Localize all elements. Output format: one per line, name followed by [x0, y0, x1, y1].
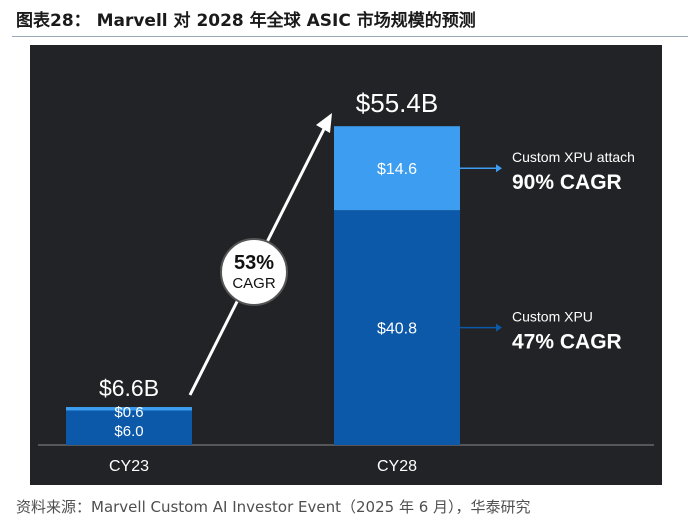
- figure-title: 图表28： Marvell 对 2028 年全球 ASIC 市场规模的预测: [16, 11, 476, 31]
- legend-cagr: 47% CAGR: [512, 331, 622, 354]
- bar-segment-custom-xpu-attach: [66, 407, 192, 411]
- chart-panel: $6.0 $0.6 $6.6B CY23 $40.8 $14.6 $55.4B CY28 53%…: [30, 45, 662, 485]
- figure-source: 资料来源：Marvell Custom AI Investor Event（20…: [16, 498, 531, 516]
- data-label-custom-xpu: $6.0: [114, 423, 143, 440]
- cagr-bubble: [220, 238, 288, 306]
- data-label-custom-xpu-attach: $14.6: [377, 161, 417, 178]
- data-label-custom-xpu: $40.8: [377, 321, 417, 338]
- bar-segment-custom-xpu-attach: [334, 126, 460, 211]
- category-label: CY23: [109, 458, 149, 475]
- bar-segment-custom-xpu: [334, 210, 460, 445]
- total-label: $6.6B: [99, 375, 159, 401]
- asic-market-chart: $6.0 $0.6 $6.6B CY23 $40.8 $14.6 $55.4B CY28 53%…: [38, 88, 654, 475]
- cagr-bubble-label: CAGR: [232, 275, 276, 292]
- legend-connector-marker: [496, 323, 502, 332]
- bar-segment-custom-xpu: [66, 410, 192, 445]
- legend-connector-marker: [496, 164, 502, 173]
- title-divider: [12, 36, 688, 37]
- cagr-bubble-value: 53%: [234, 252, 274, 274]
- total-label: $55.4B: [356, 88, 438, 118]
- legend-label: Custom XPU attach: [512, 149, 635, 165]
- legend-cagr: 90% CAGR: [512, 171, 622, 194]
- data-label-custom-xpu-attach: $0.6: [114, 404, 143, 421]
- growth-arrow-head: [316, 113, 332, 133]
- category-label: CY28: [377, 458, 417, 475]
- legend-label: Custom XPU: [512, 309, 593, 325]
